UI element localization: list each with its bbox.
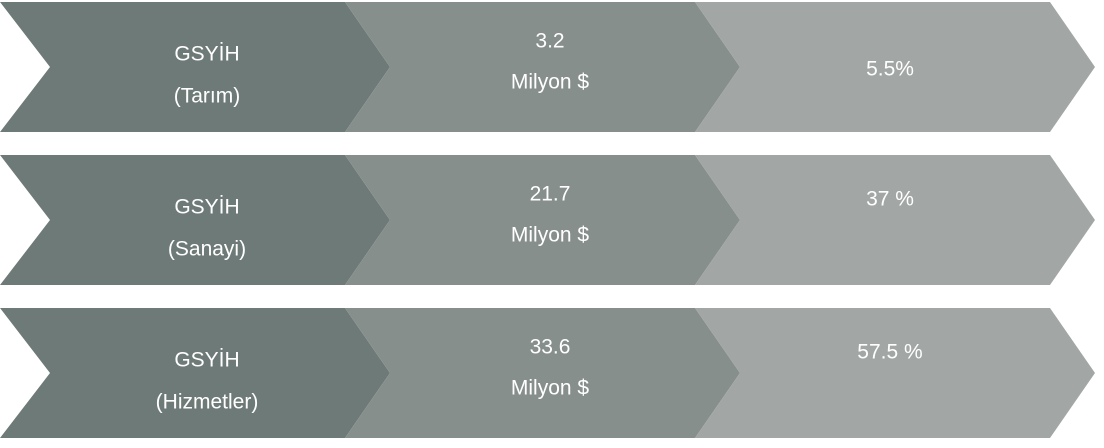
value-line: 33.6 — [530, 336, 571, 359]
share-text: 5.5% — [866, 58, 914, 81]
chevron-share — [695, 155, 1095, 285]
chevron-value — [345, 308, 740, 438]
chevron-label — [0, 155, 390, 285]
share-text: 57.5 % — [857, 341, 922, 364]
value-line: Milyon $ — [511, 377, 590, 400]
label-line: (Tarım) — [174, 85, 241, 108]
value-line: 21.7 — [530, 183, 571, 206]
chevron-share — [695, 308, 1095, 438]
chevron-value — [345, 2, 740, 132]
chevron-value — [345, 155, 740, 285]
value-line: 3.2 — [535, 30, 564, 53]
chevron-label — [0, 308, 390, 438]
label-line: GSYİH — [174, 349, 239, 372]
share-text: 37 % — [866, 188, 914, 211]
chevron-label — [0, 2, 390, 132]
value-line: Milyon $ — [511, 71, 590, 94]
label-line: GSYİH — [174, 43, 239, 66]
label-line: (Hizmetler) — [156, 391, 259, 414]
label-line: GSYİH — [174, 196, 239, 219]
chevron-share — [695, 2, 1095, 132]
value-line: Milyon $ — [511, 224, 590, 247]
label-line: (Sanayi) — [168, 238, 246, 261]
